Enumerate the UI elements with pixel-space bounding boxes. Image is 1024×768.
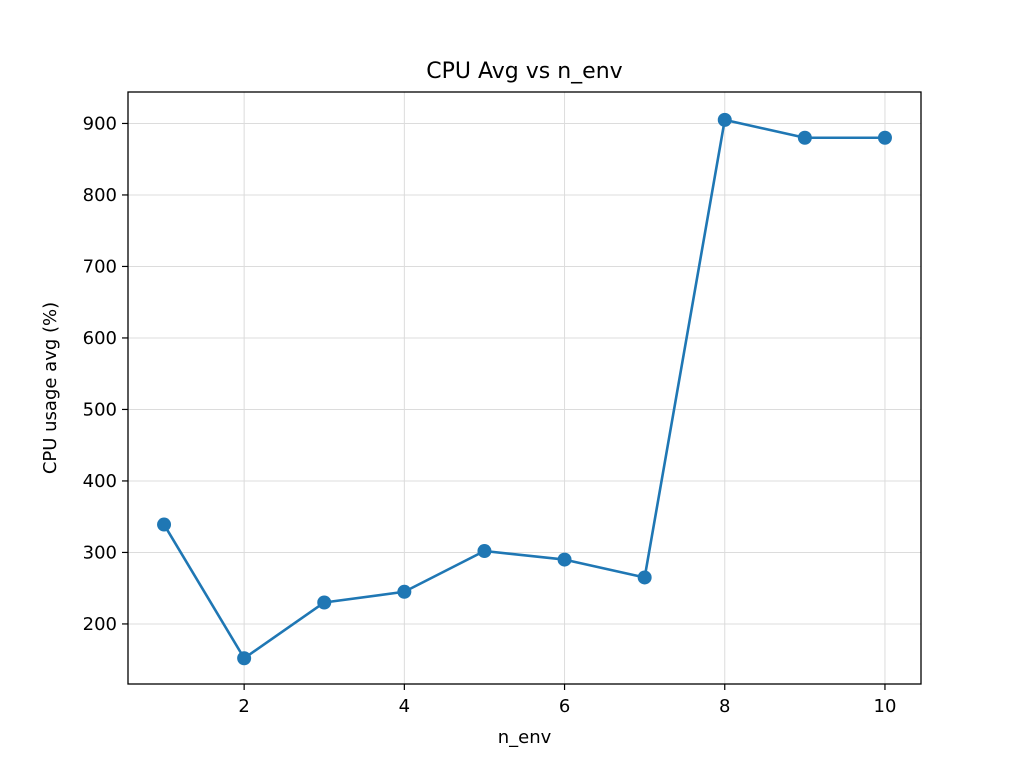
chart-title: CPU Avg vs n_env (426, 59, 622, 84)
x-tick-label: 2 (238, 696, 249, 717)
plot-area-frame (127, 91, 922, 685)
data-point (237, 651, 252, 666)
data-point (477, 544, 492, 559)
y-tick-label: 300 (83, 542, 117, 563)
data-point (797, 130, 812, 145)
x-tick-label: 6 (559, 696, 570, 717)
x-tick-label: 10 (874, 696, 897, 717)
axis-ticks: 200 300 400 500 600 700 800 900 2 4 6 8 10 (83, 113, 897, 717)
data-point (877, 130, 892, 145)
y-tick-label: 200 (83, 614, 117, 635)
y-tick-label: 400 (83, 471, 117, 492)
x-axis-label: n_env (498, 727, 552, 748)
data-point (157, 517, 172, 532)
data-point (397, 584, 412, 599)
grid-lines (128, 92, 921, 684)
y-tick-label: 900 (83, 113, 117, 134)
x-tick-label: 4 (399, 696, 410, 717)
y-tick-label: 700 (83, 256, 117, 277)
data-point (557, 552, 572, 567)
data-point (317, 595, 332, 610)
series-layer (157, 112, 892, 666)
data-point (637, 570, 652, 585)
y-tick-label: 600 (83, 328, 117, 349)
x-tick-label: 8 (719, 696, 730, 717)
y-tick-label: 500 (83, 399, 117, 420)
series-line (162, 118, 885, 660)
y-axis-label: CPU usage avg (%) (40, 302, 61, 474)
y-tick-label: 800 (83, 185, 117, 206)
data-point (717, 112, 732, 127)
